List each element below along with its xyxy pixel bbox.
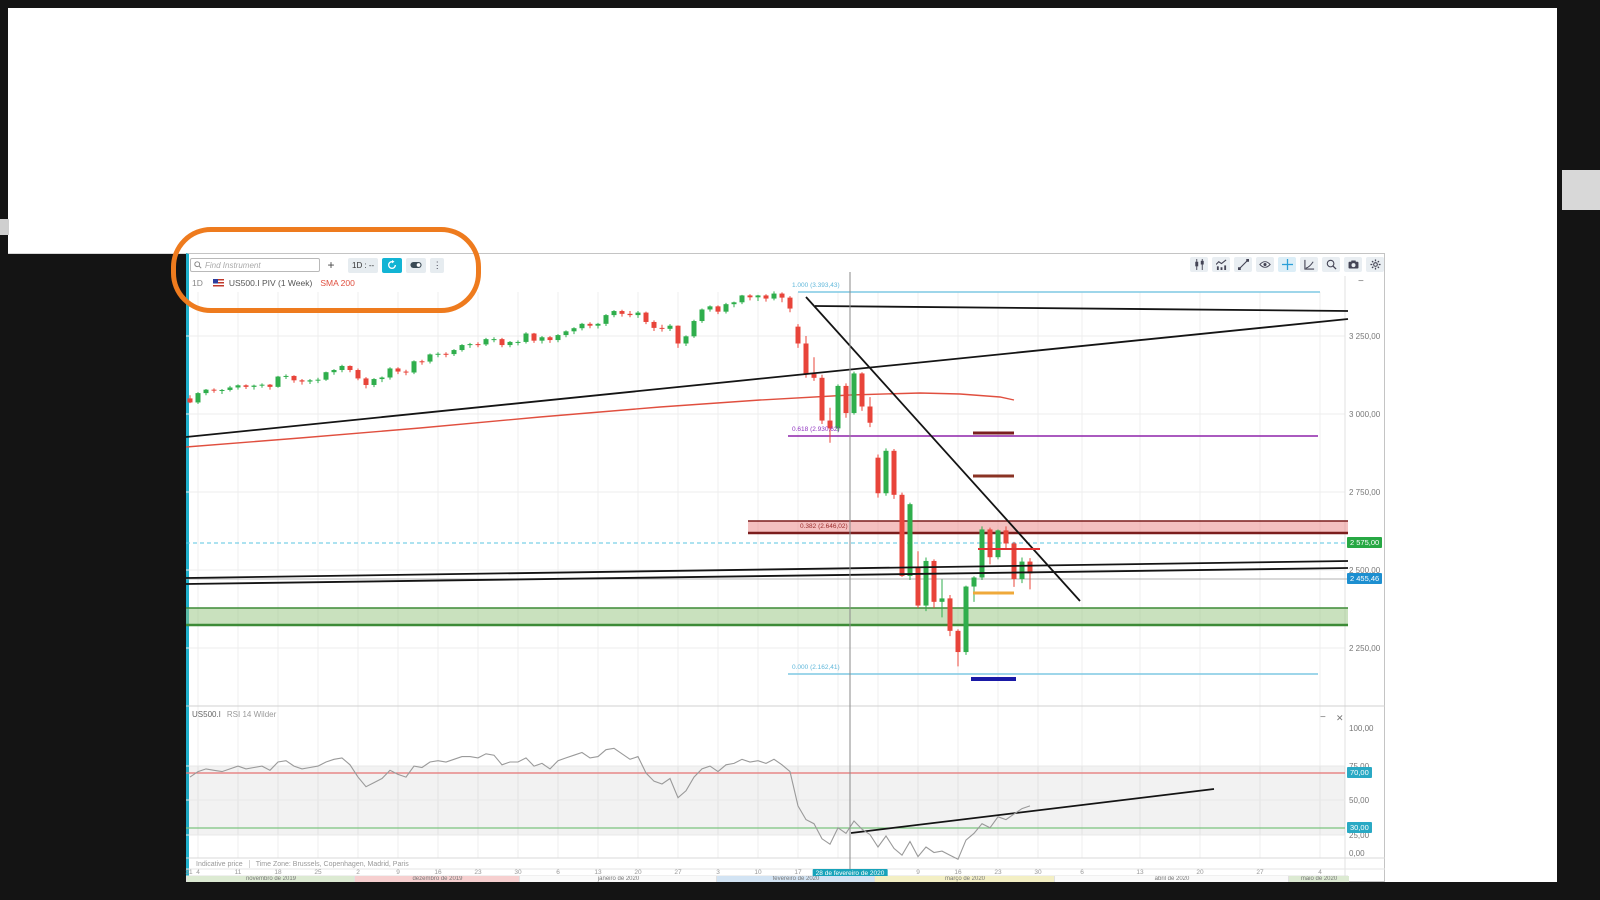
rsi-line [189,747,1031,861]
crosshair-icon [1281,259,1293,270]
sma-line [186,392,1015,448]
browser-window-blank-area [8,8,1557,254]
chart-footer: Indicative price Time Zone: Brussels, Co… [196,860,409,868]
settings-button[interactable] [1366,257,1384,272]
rsi-panel-header: US500.I RSI 14 Wilder [192,710,276,719]
add-instrument-button[interactable]: + [324,258,338,273]
interval-compare-button[interactable]: 1D : -- [348,257,379,273]
zoom-icon [1326,259,1337,270]
reset-zoom-button[interactable] [382,257,403,273]
reload-icon [388,260,397,269]
rsi-indicator-label[interactable]: RSI 14 Wilder [226,710,277,719]
indicative-price-label: Indicative price [196,860,243,868]
chart-minimize-button[interactable]: − [1358,276,1364,287]
eye-icon [1259,261,1271,268]
indicators-button[interactable] [1212,257,1230,272]
timezone-label: Time Zone: Brussels, Copenhagen, Madrid,… [255,860,409,868]
indicators-icon [1215,259,1226,270]
chart-module [186,253,1385,882]
rsi-symbol: US500.I [192,710,221,719]
rsi-minimize-button[interactable]: − [1320,712,1326,723]
left-scrollbar-thumb[interactable] [0,219,9,235]
camera-icon [1348,260,1358,269]
toggle-view-button[interactable] [406,257,427,273]
chart-type-button[interactable] [1190,257,1208,272]
crosshair-button[interactable] [1278,257,1296,272]
toggle-icon [410,262,422,268]
rsi-close-button[interactable]: ✕ [1336,713,1344,723]
trendline-button[interactable] [1234,257,1252,272]
legend-sma[interactable]: SMA 200 [320,278,355,288]
window-right-blank-area [1385,253,1557,882]
chart-toolbar: Find Instrument + 1D : -- ⋮ [190,257,445,273]
snapshot-button[interactable] [1344,257,1362,272]
candlestick-icon [1194,259,1204,270]
zoom-button[interactable] [1322,257,1340,272]
footer-divider [248,860,250,868]
more-options-button[interactable]: ⋮ [430,257,445,273]
legend-instrument[interactable]: US500.I PIV (1 Week) [228,278,313,288]
chart-tools [1186,257,1384,272]
search-placeholder: Find Instrument [205,260,261,270]
annotations-button[interactable] [1300,257,1318,272]
instrument-flag-icon [212,278,224,288]
orange-highlight-annotation [171,227,481,313]
right-scrollbar-thumb[interactable] [1562,170,1600,210]
axis-lines-icon [1303,259,1314,270]
visibility-button[interactable] [1256,257,1274,272]
candles-layer [187,291,1033,667]
chart-plot-area[interactable] [186,253,1385,882]
settings-gear-icon [1369,259,1381,270]
trendline-icon [1237,259,1249,270]
